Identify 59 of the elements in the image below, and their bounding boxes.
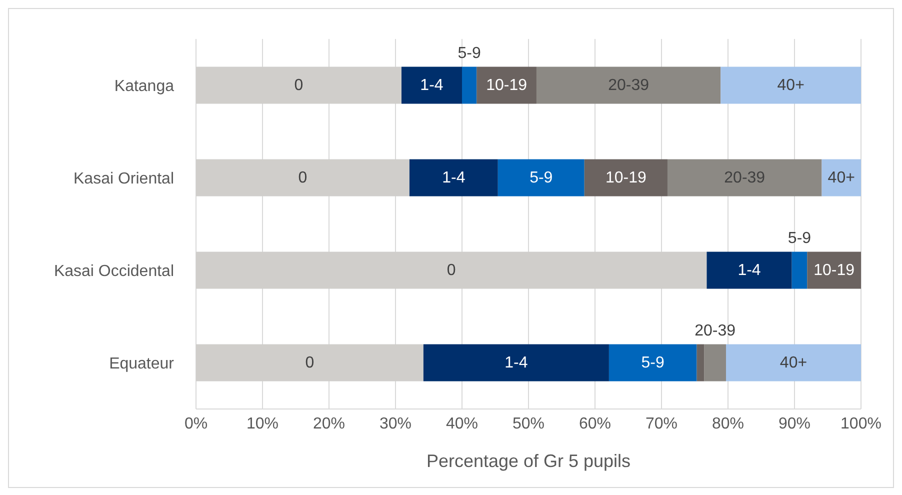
x-tick-label: 0% [184,415,208,432]
bar [423,344,609,382]
y-tick-label: Kasai Occidental [54,262,174,280]
bar [706,252,792,289]
bar [720,66,861,104]
x-tick-label: 80% [712,415,744,432]
x-tick-label: 20% [312,415,346,432]
x-tick-label: 50% [512,415,545,432]
x-axis-title: Percentage of Gr 5 pupils [426,451,631,471]
bar [584,159,668,196]
text: 10-19 [486,76,528,94]
bar [476,66,536,104]
bar [498,159,584,196]
text: 0 [305,354,314,372]
text: 20-39 [724,169,766,186]
series-label: 0 [294,76,304,94]
bar [462,66,477,104]
bar [536,66,721,104]
bar [667,159,822,196]
text: 20-39 [694,322,736,340]
series-label: 1-4 [420,76,444,94]
text: 0 [298,169,308,186]
text: 5-9 [458,44,481,62]
x-tick-label: 100% [840,415,882,432]
text: 1-4 [738,262,761,279]
bar [196,66,402,104]
text: 0 [446,262,456,279]
bar [792,252,808,289]
y-tick-label: Kasai Oriental [74,170,174,188]
bar [401,66,462,104]
x-tick-label: 10% [246,415,279,432]
series-label: 40+ [828,169,855,186]
bar [608,344,697,382]
x-tick-label: 90% [778,415,811,432]
text: 5-9 [530,169,553,186]
y-tick-label: Katanga [114,78,174,95]
text: 10-19 [605,169,646,186]
x-tick-label: 40% [446,415,478,432]
text: 1-4 [504,354,528,372]
series-label: 10-19 [814,262,855,279]
bar [196,159,410,196]
x-tick-label: 60% [578,415,612,432]
bar [726,344,861,382]
series-label: 5-9 [788,230,812,247]
bar [807,252,861,289]
x-tick-label: 70% [645,415,678,432]
text: 40+ [780,354,808,372]
bar [196,252,707,289]
x-tick-label: 30% [379,415,412,432]
series-label: 20-39 [608,76,650,94]
text: 1-4 [442,169,466,186]
text: 5-9 [641,354,664,372]
bar [696,344,704,382]
y-tick-label: Equateur [109,355,175,372]
bar [196,344,424,382]
bar [822,159,861,196]
bar [409,159,498,196]
text: 40+ [777,76,804,94]
bar [704,344,726,382]
